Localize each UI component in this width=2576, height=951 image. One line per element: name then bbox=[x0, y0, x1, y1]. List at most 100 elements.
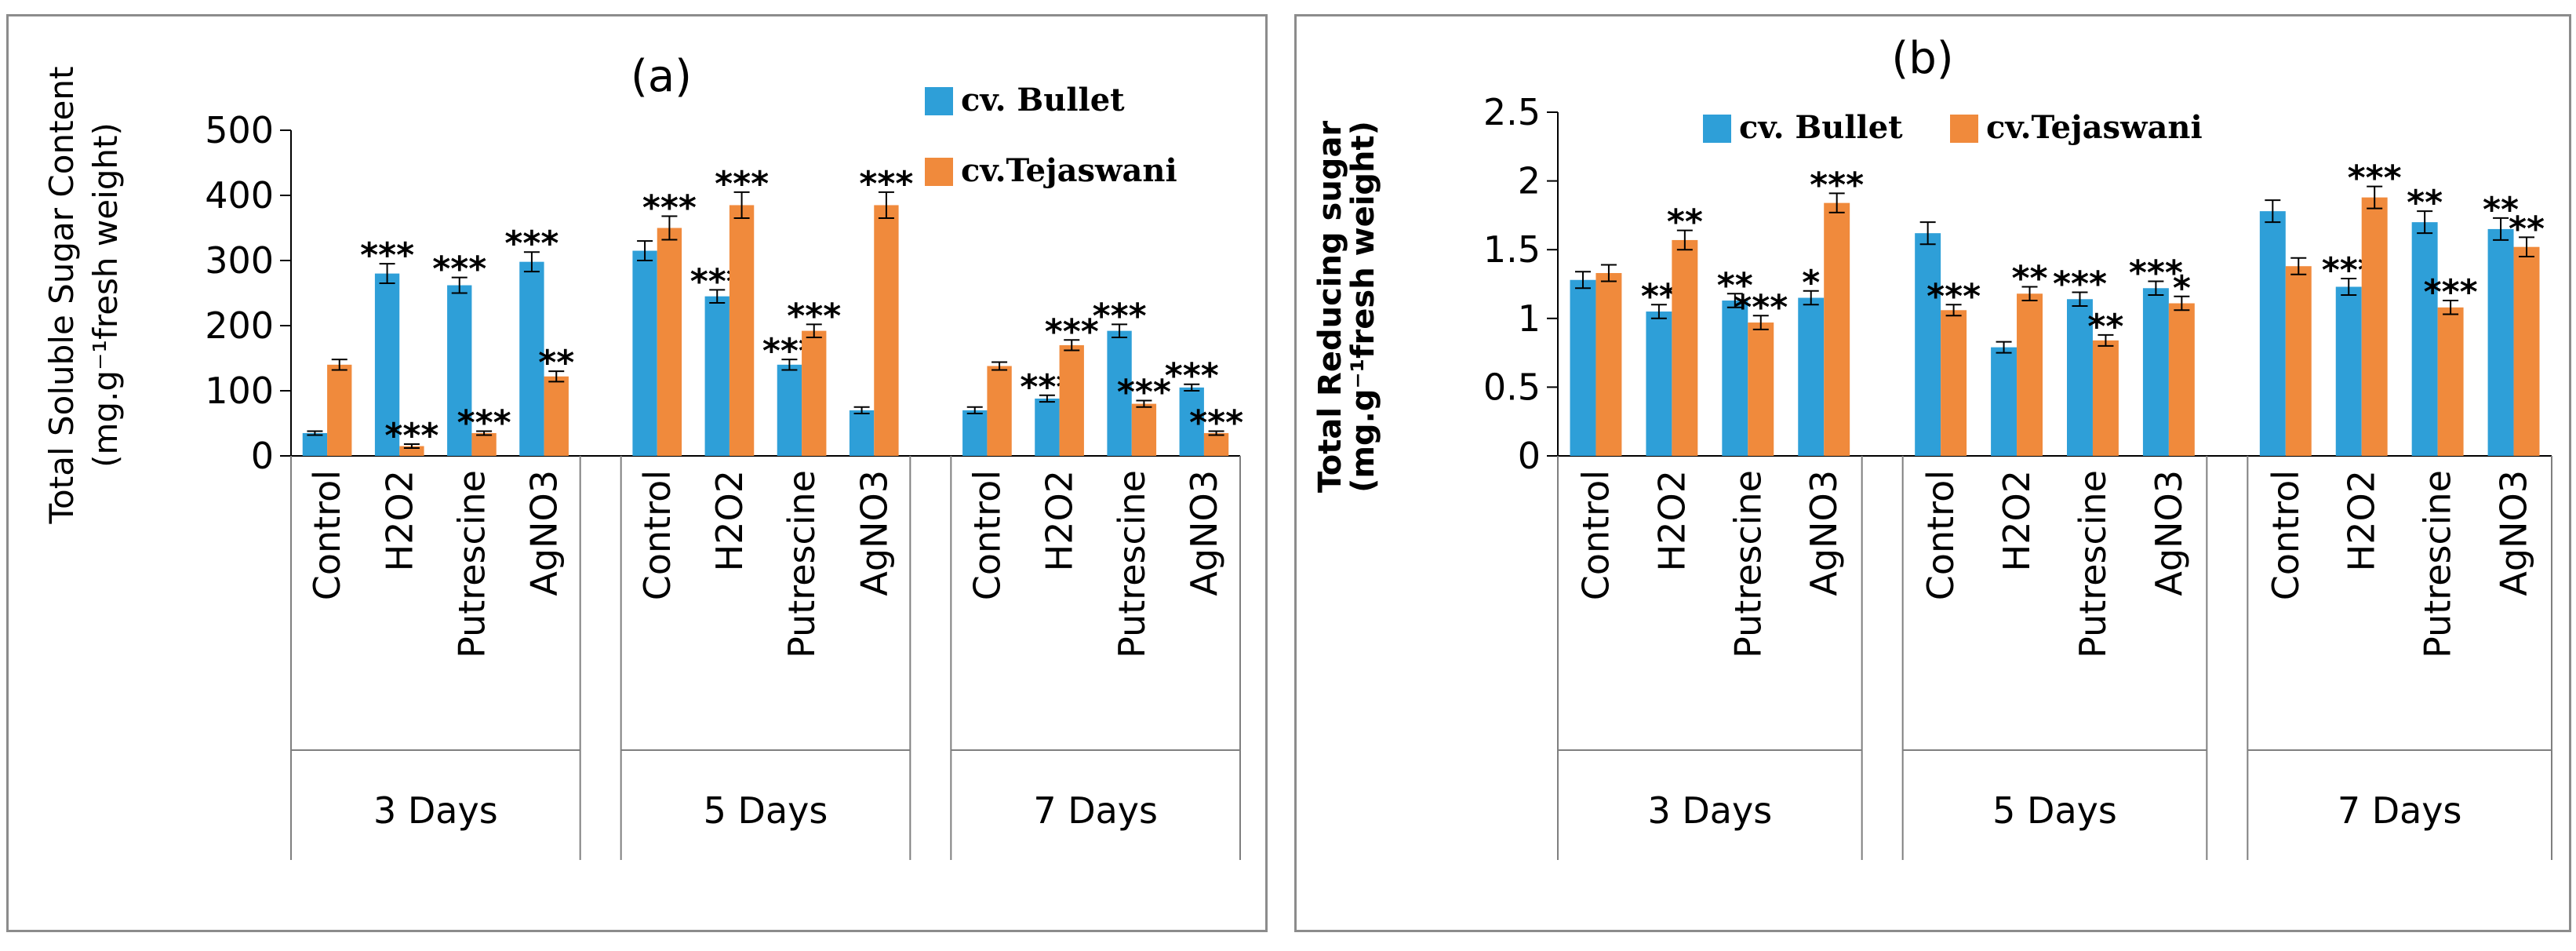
chart-a: (a) Total Soluble Sugar Content (mg.g⁻¹fre… bbox=[42, 51, 1243, 860]
y-axis-label-line2: (mg.g⁻¹fresh weight) bbox=[86, 122, 125, 468]
bar-tejaswani bbox=[1672, 239, 1698, 456]
significance-marker: *** bbox=[1045, 312, 1099, 352]
category-label: AgNO3 bbox=[2493, 470, 2535, 596]
bar-tejaswani bbox=[2017, 293, 2043, 456]
significance-marker: ** bbox=[2087, 307, 2123, 347]
bar-bullet bbox=[632, 250, 657, 456]
significance-marker: ** bbox=[2509, 209, 2545, 249]
significance-marker: *** bbox=[1117, 372, 1171, 412]
significance-marker: *** bbox=[384, 416, 438, 456]
y-axis-label-line2: (mg.g⁻¹fresh weight) bbox=[1345, 121, 1381, 493]
bar-tejaswani bbox=[1131, 403, 1157, 456]
category-label: H2O2 bbox=[1650, 470, 1693, 571]
legend-label: cv. Bullet bbox=[961, 82, 1125, 118]
bar-tejaswani bbox=[2437, 307, 2464, 456]
bar-bullet bbox=[777, 364, 802, 456]
bar-tejaswani bbox=[874, 205, 899, 456]
bar-bullet bbox=[2487, 228, 2514, 456]
category-label-group: Control bbox=[1574, 470, 1617, 600]
bar-bullet bbox=[1991, 347, 2018, 456]
y-axis-label-line1: Total Soluble Sugar Content bbox=[42, 67, 81, 525]
category-label-group: H2O2 bbox=[378, 470, 420, 571]
bar-bullet bbox=[1570, 279, 1596, 456]
category-label-group: Control bbox=[1919, 470, 1962, 600]
significance-marker: *** bbox=[2129, 253, 2183, 293]
category-label-group: AgNO3 bbox=[1183, 470, 1225, 596]
significance-marker: ** bbox=[2407, 183, 2443, 223]
category-label: Putrescine bbox=[1726, 470, 1769, 658]
significance-marker: *** bbox=[1927, 276, 1981, 316]
category-label: AgNO3 bbox=[853, 470, 895, 596]
bar-tejaswani bbox=[657, 228, 682, 456]
chart-b: (b) Total Reducing sugar(mg.g⁻¹fresh weig… bbox=[1312, 33, 2552, 860]
significance-marker: *** bbox=[2348, 158, 2402, 199]
bar-bullet bbox=[1722, 301, 1748, 456]
y-tick-label: 400 bbox=[205, 174, 274, 217]
bar-bullet bbox=[1107, 330, 1132, 456]
legend-label: cv.Tejaswani bbox=[1986, 109, 2203, 146]
category-label: Putrescine bbox=[780, 470, 823, 658]
bar-tejaswani bbox=[1748, 322, 1774, 456]
bar-tejaswani bbox=[1595, 272, 1622, 456]
group-label: 5 Days bbox=[1992, 789, 2117, 832]
significance-marker: *** bbox=[504, 224, 558, 264]
y-tick-label: 1 bbox=[1518, 297, 1541, 340]
significance-marker: *** bbox=[787, 296, 841, 336]
bar-bullet bbox=[447, 285, 472, 456]
category-label: AgNO3 bbox=[1183, 470, 1225, 596]
bar-tejaswani bbox=[2285, 266, 2312, 456]
bar-bullet bbox=[1646, 312, 1672, 456]
y-tick-label: 2.5 bbox=[1483, 91, 1541, 133]
category-label-group: H2O2 bbox=[1039, 470, 1081, 571]
category-label: Putrescine bbox=[2417, 470, 2459, 658]
y-tick-label: 0 bbox=[251, 435, 274, 477]
category-label: H2O2 bbox=[378, 470, 420, 571]
category-label-group: AgNO3 bbox=[523, 470, 566, 596]
group-label: 3 Days bbox=[373, 789, 498, 832]
category-label-group: AgNO3 bbox=[1803, 470, 1845, 596]
category-label-group: AgNO3 bbox=[2148, 470, 2190, 596]
bar-tejaswani bbox=[729, 205, 755, 456]
significance-marker: *** bbox=[2053, 264, 2107, 304]
bar-tejaswani bbox=[1824, 202, 1850, 456]
significance-marker: *** bbox=[432, 250, 486, 290]
significance-marker: ** bbox=[1717, 265, 1753, 305]
legend-label: cv. Bullet bbox=[1739, 109, 1903, 146]
significance-marker: *** bbox=[1189, 403, 1243, 443]
y-axis-label: Total Soluble Sugar Content (mg.g⁻¹fresh … bbox=[42, 67, 125, 525]
y-tick-label: 300 bbox=[205, 239, 274, 282]
category-label: Putrescine bbox=[2072, 470, 2114, 658]
category-label: H2O2 bbox=[1039, 470, 1081, 571]
bar-bullet bbox=[962, 410, 988, 456]
bar-bullet bbox=[704, 296, 730, 456]
bar-bullet bbox=[302, 432, 328, 456]
y-tick-label: 100 bbox=[205, 370, 274, 412]
legend-swatch-tejaswani bbox=[925, 158, 953, 186]
bar-tejaswani bbox=[2092, 340, 2119, 456]
significance-marker: ** bbox=[1667, 202, 1703, 242]
category-label-group: AgNO3 bbox=[853, 470, 895, 596]
category-label: Control bbox=[1919, 470, 1962, 600]
chart-title: (b) bbox=[1891, 33, 1953, 84]
group-label: 7 Days bbox=[1033, 789, 1158, 832]
category-label-group: Control bbox=[966, 470, 1008, 600]
significance-marker: ** bbox=[2012, 259, 2048, 299]
legend-label: cv.Tejaswani bbox=[961, 152, 1177, 189]
significance-marker: * bbox=[1802, 263, 1820, 303]
significance-marker: *** bbox=[1093, 296, 1147, 336]
significance-marker: ** bbox=[1641, 276, 1677, 316]
bar-tejaswani bbox=[1941, 310, 1967, 456]
bar-tejaswani bbox=[2361, 197, 2388, 456]
category-label: AgNO3 bbox=[523, 470, 566, 596]
significance-marker: ** bbox=[2483, 190, 2519, 230]
category-label-group: Control bbox=[636, 470, 679, 600]
bar-bullet bbox=[1035, 398, 1060, 456]
category-label-group: H2O2 bbox=[708, 470, 751, 571]
y-tick-label: 200 bbox=[205, 304, 274, 347]
chart-title: (a) bbox=[631, 51, 692, 102]
category-label-group: Putrescine bbox=[2417, 470, 2459, 658]
bar-bullet bbox=[2142, 288, 2169, 456]
legend-swatch-bullet bbox=[1703, 115, 1731, 143]
category-label-group: H2O2 bbox=[1996, 470, 2038, 571]
significance-marker: * bbox=[2173, 268, 2191, 308]
